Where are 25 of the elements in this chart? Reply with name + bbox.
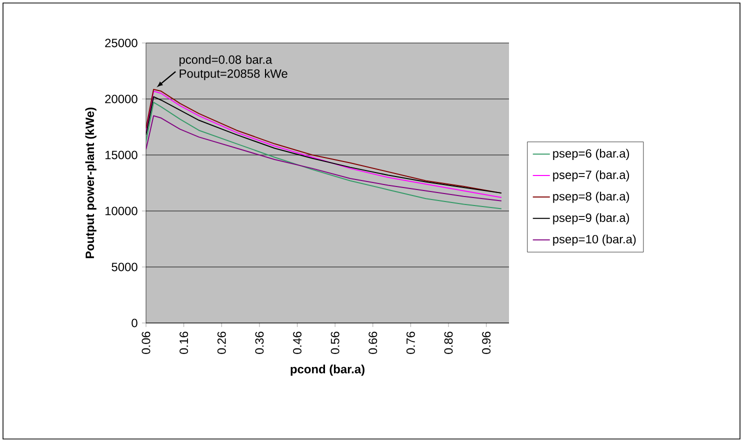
y-tick-label: 5000 [112, 262, 138, 272]
x-tick-label: 0.66 [368, 332, 378, 354]
y-tick-label: 15000 [105, 150, 138, 160]
y-tick-label: 20000 [105, 94, 138, 104]
x-tick-label: 0.76 [406, 332, 415, 354]
x-tick-label: 0.26 [217, 332, 226, 354]
annotation: pcond=0.08 bar.a Poutput=20858 kWe [180, 55, 288, 80]
line-series [146, 102, 502, 210]
x-tick-label: 0.96 [482, 332, 491, 354]
y-tick-label: 25000 [105, 38, 138, 48]
x-tick-label: 0.16 [180, 332, 188, 354]
x-tick-label: 0.86 [444, 332, 453, 354]
x-tick-label: 0.56 [330, 332, 340, 354]
legend-label: psep=9 (bar.a) [553, 213, 630, 224]
y-axis-title: Poutput power-plant (kWe) [85, 108, 96, 258]
x-tick-label: 0.06 [142, 332, 150, 354]
y-tick-label: 0 [132, 318, 138, 328]
legend-label: psep=8 (bar.a) [553, 192, 630, 203]
x-tick-label: 0.46 [293, 332, 302, 354]
legend-label: psep=7 (bar.a) [553, 170, 630, 182]
legend-label: psep=6 (bar.a) [553, 148, 630, 160]
legend-label: psep=10 (bar.a) [553, 234, 636, 246]
y-tick-label: 10000 [105, 206, 138, 216]
x-axis-title: pcond (bar.a) [290, 364, 364, 376]
x-tick-label: 0.36 [255, 332, 264, 354]
